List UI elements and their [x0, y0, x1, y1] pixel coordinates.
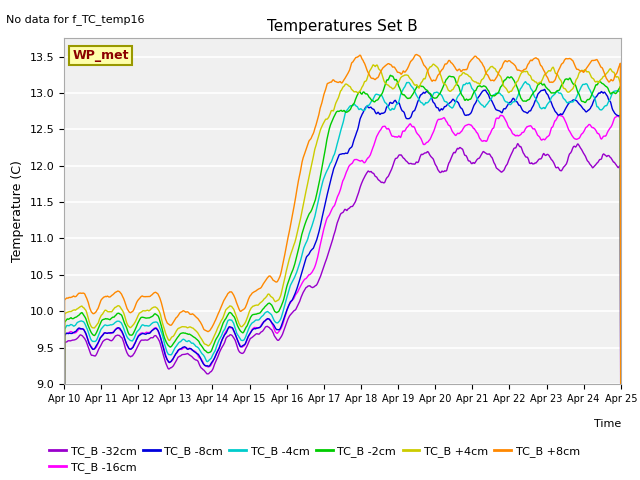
Legend: TC_B -32cm, TC_B -16cm, TC_B -8cm, TC_B -4cm, TC_B -2cm, TC_B +4cm, TC_B +8cm: TC_B -32cm, TC_B -16cm, TC_B -8cm, TC_B … — [45, 442, 584, 478]
Y-axis label: Temperature (C): Temperature (C) — [11, 160, 24, 262]
Text: WP_met: WP_met — [72, 49, 129, 62]
Text: Time: Time — [593, 419, 621, 429]
Title: Temperatures Set B: Temperatures Set B — [267, 20, 418, 35]
Text: No data for f_TC_temp16: No data for f_TC_temp16 — [6, 14, 145, 25]
